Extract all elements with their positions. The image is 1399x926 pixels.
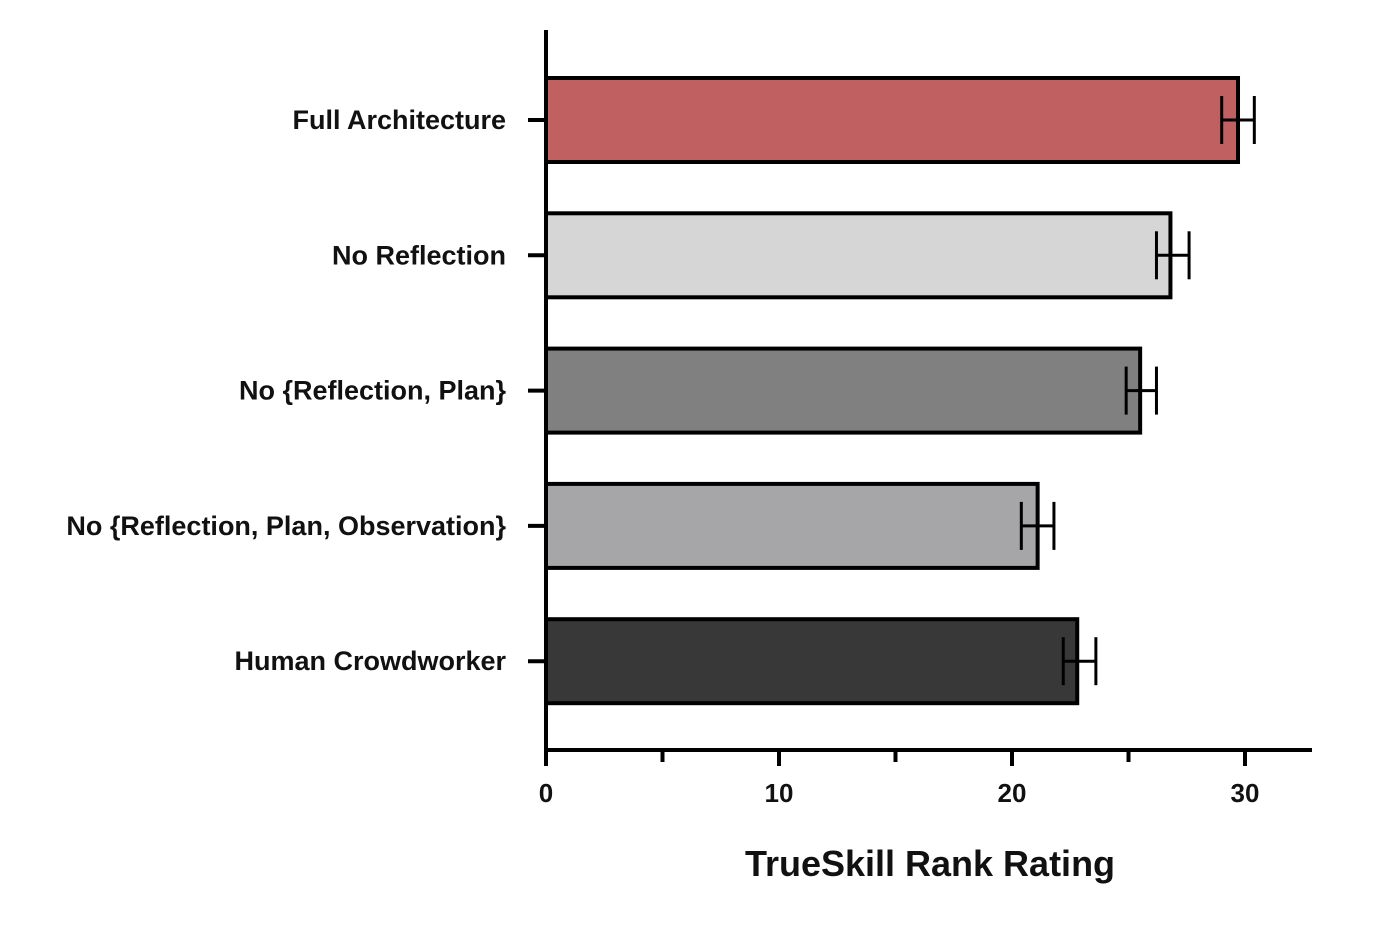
x-tick-label: 0	[539, 778, 553, 808]
bar	[544, 617, 1080, 706]
error-bars-group	[1019, 96, 1256, 686]
bar	[544, 211, 1173, 300]
axes-group	[528, 30, 1312, 766]
x-axis-title: TrueSkill Rank Rating	[745, 843, 1115, 884]
x-tick-label: 30	[1231, 778, 1260, 808]
bar	[544, 76, 1241, 164]
category-labels-group: Full Architecture No Reflection No {Reflec…	[66, 105, 506, 676]
category-label: No {Reflection, Plan}	[239, 376, 507, 406]
category-label: Human Crowdworker	[234, 646, 506, 676]
category-label: No {Reflection, Plan, Observation}	[66, 511, 506, 541]
x-tick-label: 10	[765, 778, 794, 808]
x-tick-labels-group: 0 10 20 30	[539, 778, 1260, 808]
category-label: No Reflection	[332, 240, 506, 270]
bar	[544, 346, 1143, 435]
category-label: Full Architecture	[292, 105, 506, 135]
x-tick-label: 20	[998, 778, 1027, 808]
bar	[544, 481, 1040, 570]
bars-group	[544, 76, 1241, 706]
